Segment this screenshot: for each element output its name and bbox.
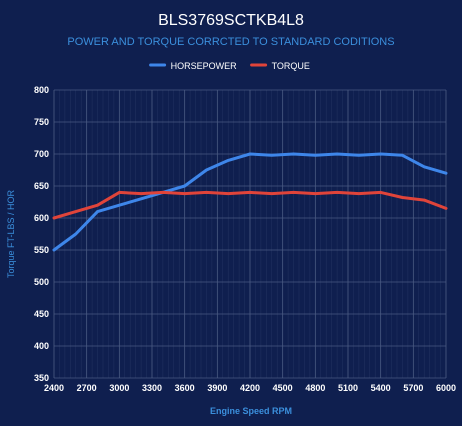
y-axis-ticks: 350 400 450 500 550 600 650 700 750 800 xyxy=(34,85,49,383)
y-tick-label: 800 xyxy=(34,85,49,95)
x-axis-label: Engine Speed RPM xyxy=(210,406,292,416)
y-tick-label: 450 xyxy=(34,309,49,319)
x-tick-label: 4200 xyxy=(240,383,260,393)
x-tick-label: 6000 xyxy=(436,383,456,393)
grid xyxy=(53,89,447,379)
horsepower-series-line xyxy=(52,152,448,252)
x-tick-label: 5400 xyxy=(371,383,391,393)
chart-title: BLS3769SCTKB4L8 xyxy=(158,12,304,29)
y-tick-label: 500 xyxy=(34,277,49,287)
x-tick-label: 5100 xyxy=(338,383,358,393)
x-tick-label: 3900 xyxy=(207,383,227,393)
x-tick-label: 2400 xyxy=(44,383,64,393)
y-tick-label: 400 xyxy=(34,341,49,351)
x-tick-label: 3000 xyxy=(109,383,129,393)
x-tick-label: 4500 xyxy=(273,383,293,393)
y-tick-label: 700 xyxy=(34,149,49,159)
y-tick-label: 550 xyxy=(34,245,49,255)
x-tick-label: 3600 xyxy=(175,383,195,393)
y-tick-label: 750 xyxy=(34,117,49,127)
x-tick-label: 5700 xyxy=(403,383,423,393)
chart-subtitle: POWER AND TORQUE CORRCTED TO STANDARD CO… xyxy=(67,36,394,48)
x-tick-label: 3300 xyxy=(142,383,162,393)
y-tick-label: 650 xyxy=(34,181,49,191)
x-tick-label: 4800 xyxy=(305,383,325,393)
x-tick-label: 2700 xyxy=(77,383,97,393)
series-layer xyxy=(52,152,448,252)
legend-label-horsepower: HORSEPOWER xyxy=(171,61,238,71)
y-tick-label: 600 xyxy=(34,213,49,223)
y-tick-label: 350 xyxy=(34,373,49,383)
x-axis-ticks: 2400 2700 3000 3300 3600 3900 4200 4500 4800 5100… xyxy=(44,383,456,393)
legend-label-torque: TORQUE xyxy=(272,61,310,71)
torque-series-line xyxy=(52,190,448,220)
legend: HORSEPOWER TORQUE xyxy=(149,61,310,71)
y-axis-label: Torque FT-LBS / HOR xyxy=(6,189,16,278)
